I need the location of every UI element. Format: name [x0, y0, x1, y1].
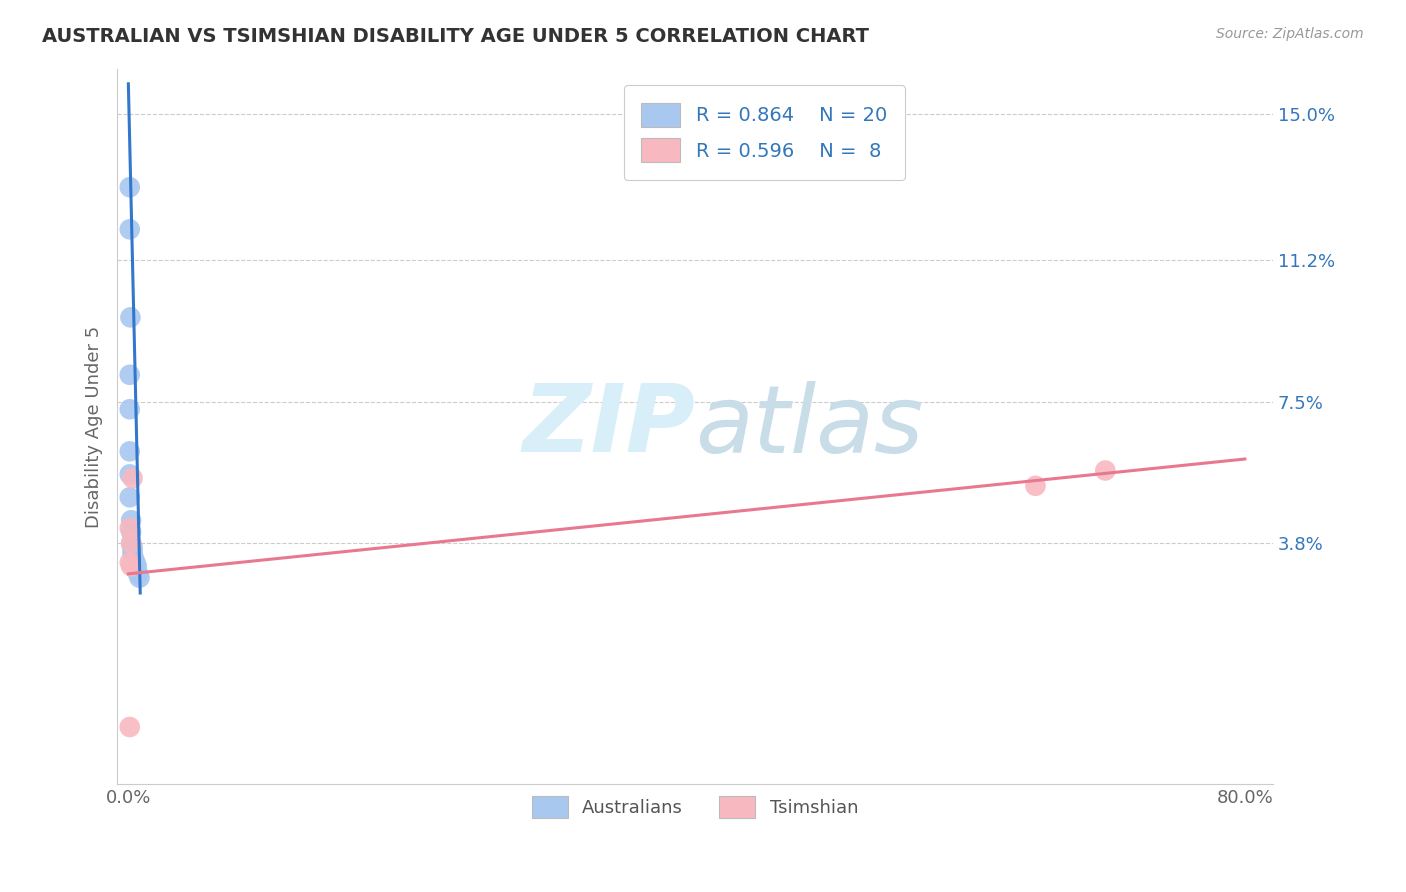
Point: [118, 368, 141, 382]
Point: [118, 491, 141, 505]
Point: [118, 720, 141, 734]
Point: [120, 513, 142, 527]
Point: [125, 559, 148, 574]
Text: Source: ZipAtlas.com: Source: ZipAtlas.com: [1216, 27, 1364, 41]
Point: [118, 444, 141, 458]
Point: [127, 566, 149, 581]
Point: [1094, 463, 1116, 477]
Point: [120, 559, 142, 574]
Point: [124, 555, 146, 569]
Point: [121, 548, 143, 562]
Point: [118, 467, 141, 482]
Point: [121, 471, 143, 485]
Point: [120, 310, 142, 325]
Point: [118, 180, 141, 194]
Legend: Australians, Tsimshian: Australians, Tsimshian: [524, 789, 866, 825]
Point: [118, 402, 141, 417]
Text: ZIP: ZIP: [522, 381, 695, 473]
Text: AUSTRALIAN VS TSIMSHIAN DISABILITY AGE UNDER 5 CORRELATION CHART: AUSTRALIAN VS TSIMSHIAN DISABILITY AGE U…: [42, 27, 869, 45]
Point: [122, 555, 145, 569]
Point: [118, 555, 141, 569]
Point: [121, 540, 143, 554]
Point: [118, 521, 141, 535]
Point: [121, 544, 143, 558]
Point: [128, 571, 150, 585]
Point: [122, 551, 145, 566]
Y-axis label: Disability Age Under 5: Disability Age Under 5: [86, 326, 103, 527]
Point: [120, 536, 142, 550]
Text: atlas: atlas: [695, 381, 924, 472]
Point: [120, 536, 142, 550]
Point: [120, 524, 142, 539]
Point: [1024, 479, 1046, 493]
Point: [118, 222, 141, 236]
